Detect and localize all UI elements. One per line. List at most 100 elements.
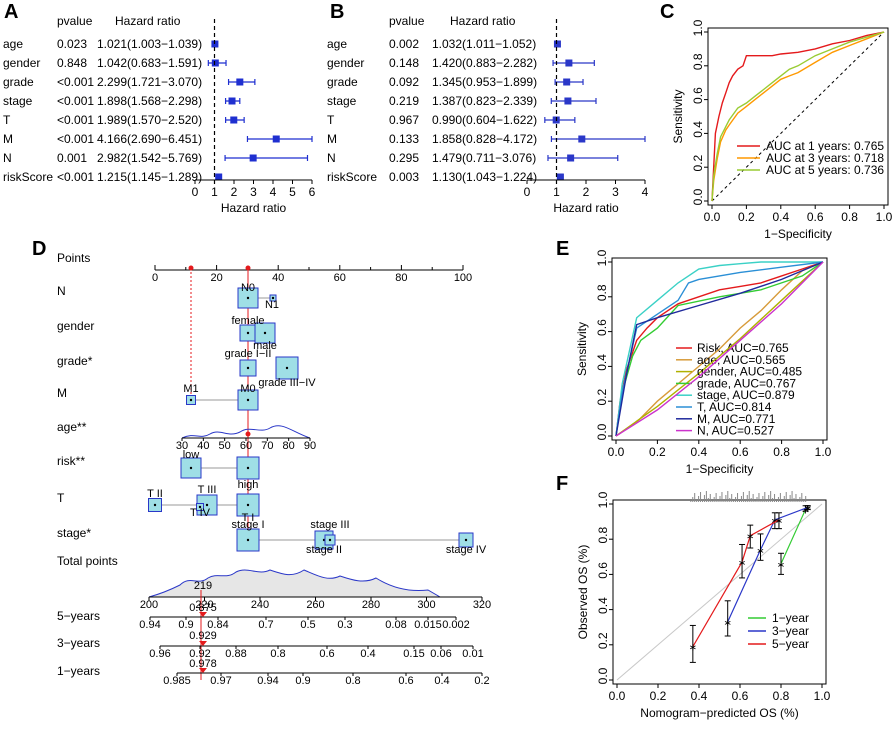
x-axis-title: 1−Specificity [764,227,832,241]
y1-tick-label: 0.985 [163,675,191,687]
y-tick-label: 0.8 [596,527,610,544]
y3-patient-marker [199,641,207,646]
legend-label: stage, AUC=0.879 [697,388,795,402]
row-label-y5: 5−years [57,609,100,623]
row-label: gender [3,56,40,70]
m1-label: M1 [183,383,198,395]
x-tick-label: 1.0 [814,689,831,703]
y-tick-label: 0.6 [595,319,609,336]
row-label: grade [3,75,34,89]
row-label: T [327,113,335,127]
row-hazard-ratio: 1.021(1.003−1.039) [97,37,202,51]
y-tick-label: 1.0 [596,491,610,508]
y1-tick-label: 0.8 [345,675,360,687]
n0-box-center [246,296,250,300]
t-i-box-center [246,503,250,507]
y5-tick-label: 0.84 [207,619,228,631]
x-tick-label: 0 [192,185,199,199]
x-axis-title: Hazard ratio [221,201,287,215]
y5-tick-label: 0.08 [385,619,406,631]
column-header-pvalue: pvalue [389,14,425,28]
legend-label: 3−year [772,624,809,638]
row-pvalue: 0.848 [57,56,87,70]
t-iv-label: T IV [190,507,211,519]
roc-curve-series [711,31,885,202]
legend-label: M, AUC=0.771 [697,412,776,426]
y-tick-label: 0.8 [595,284,609,301]
row-pvalue: <0.001 [57,113,94,127]
row-label: N [327,151,336,165]
patient-point-marker [245,265,251,271]
row-hazard-ratio: 1.989(1.570−2.520) [97,113,202,127]
m0-label: M0 [240,383,255,395]
calibration-point: ∗ [756,546,764,557]
y1-patient-marker [199,668,207,673]
hazard-ratio-point [236,78,244,86]
row-pvalue: 0.002 [389,37,419,51]
stage-iii-box-center [328,538,332,542]
t-iii-label: T III [198,484,217,496]
row-pvalue: 0.295 [389,151,419,165]
n1-label: N1 [265,299,279,311]
x-tick-label: 4 [270,185,277,199]
y3-tick-label: 0.96 [149,648,170,660]
x-tick-label: 1 [553,185,560,199]
n0-label: N0 [241,282,255,294]
legend-label: T, AUC=0.814 [697,400,772,414]
x-tick-label: 0.8 [773,445,790,459]
x-tick-label: 0.4 [690,445,707,459]
total-tick-label: 240 [251,599,269,611]
y1-tick-label: 0.9 [295,675,310,687]
grade-iii-iv-label: grade III−IV [258,377,316,389]
y5-tick-label: 0.9 [178,619,193,631]
x-tick-label: 0.2 [738,210,755,224]
row-label: stage [327,94,357,108]
age-tick-label: 30 [176,440,188,452]
calibration-point: ∗ [777,560,785,571]
hazard-ratio-point [578,135,586,143]
risk-high-label: high [238,479,259,491]
points-tick-label: 0 [152,272,158,284]
y3-tick-label: 0.6 [319,648,334,660]
y-tick-label: 0.8 [691,53,705,70]
calibration-line [727,506,808,623]
row-label-stage: stage* [57,526,91,540]
male-box-center [263,331,267,335]
x-tick-label: 1.0 [876,210,892,224]
x-tick-label: 5 [289,185,296,199]
ideal-calibration-line [616,503,823,681]
total-tick-label: 260 [306,599,324,611]
n1-box-center [271,296,275,300]
row-label-N: N [57,284,66,298]
x-tick-label: 0 [524,185,531,199]
hazard-ratio-point [567,154,575,162]
x-axis-title: Hazard ratio [553,201,619,215]
hazard-ratio-point [230,116,238,124]
row-pvalue: <0.001 [57,132,94,146]
hazard-ratio-point [228,97,236,105]
hazard-ratio-point [553,40,561,48]
legend-label: AUC at 5 years: 0.736 [766,163,884,177]
x-tick-label: 0.2 [649,445,666,459]
x-tick-label: 3 [250,185,257,199]
patient-age-marker [245,431,251,437]
row-hazard-ratio: 1.032(1.011−1.052) [432,37,536,51]
y-tick-label: 0.4 [691,121,705,138]
calibration-point: ∗ [775,516,783,527]
points-tick-label: 80 [395,272,407,284]
female-label: female [231,315,264,327]
t-iii-box-center [205,503,209,507]
y3-tick-label: 0.15 [403,648,424,660]
grade-i-ii-label: grade I−II [225,348,272,360]
y5-tick-label: 0.015 [414,619,442,631]
row-hazard-ratio: 2.982(1.542−5.769) [97,151,202,165]
total-tick-label: 220 [195,599,213,611]
y3-tick-label: 0.01 [462,648,483,660]
stage-iv-box-center [464,538,468,542]
x-tick-label: 0.6 [732,445,749,459]
row-label: riskScore [3,170,53,184]
row-hazard-ratio: 1.042(0.683−1.591) [97,56,202,70]
row-label: T [3,113,11,127]
age-tick-label: 40 [197,440,209,452]
x-tick-label: 6 [309,185,316,199]
